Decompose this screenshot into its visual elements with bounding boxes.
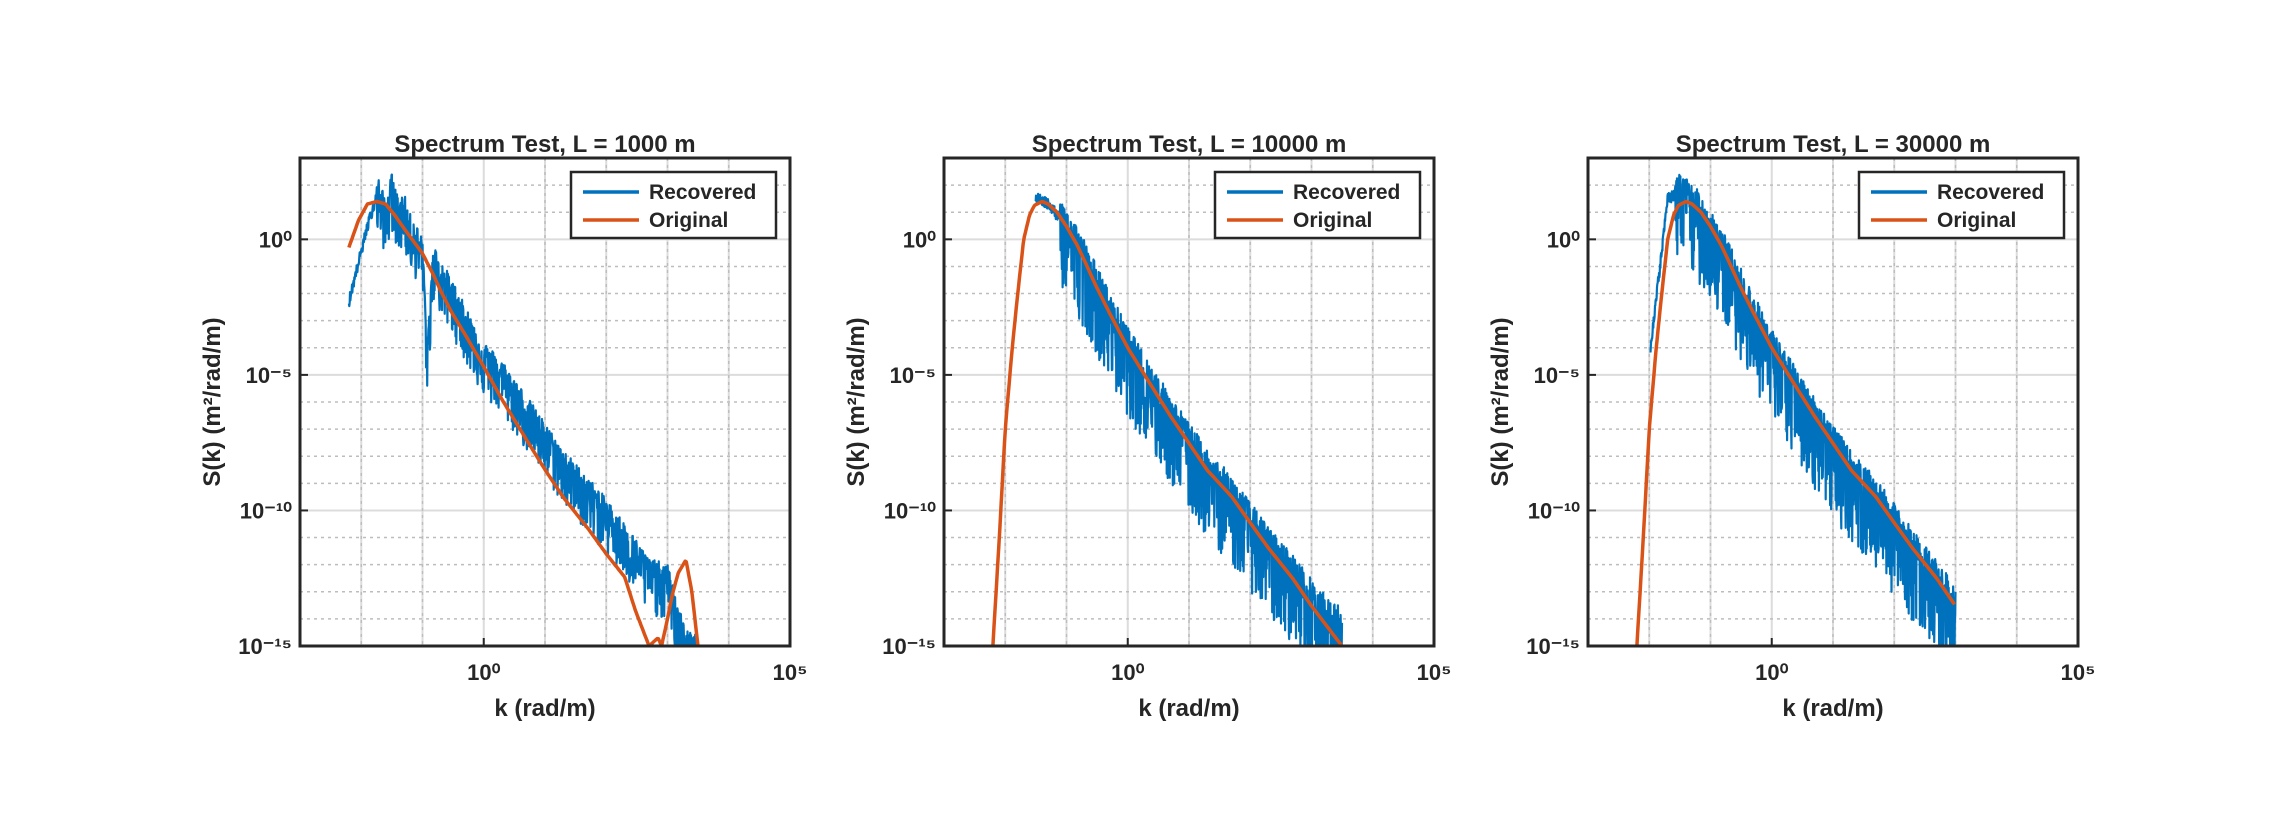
legend-label-original: Original — [1293, 209, 1372, 232]
y-tick-label: 10⁰ — [903, 227, 936, 252]
x-tick-label: 10⁵ — [2061, 660, 2096, 685]
chart-title: Spectrum Test, L = 1000 m — [394, 131, 695, 158]
x-tick-label: 10⁰ — [1755, 660, 1788, 685]
series-group — [991, 192, 1344, 646]
legend: Recovered Original — [1857, 170, 2066, 240]
chart-panel-2: 10⁰ 10⁵ 10⁻¹⁵ 10⁻¹⁰ 10⁻⁵ 10⁰ Spectrum Test, L … — [843, 131, 1451, 722]
x-tick-label: 10⁵ — [1417, 660, 1452, 685]
chart-title: Spectrum Test, L = 30000 m — [1676, 131, 1991, 158]
legend-label-original: Original — [1937, 209, 2016, 232]
x-tick-label: 10⁰ — [1111, 660, 1144, 685]
y-tick-label: 10⁻¹⁵ — [238, 634, 292, 659]
x-axis-label: k (rad/m) — [494, 695, 595, 722]
series-original-line — [1635, 199, 1956, 646]
legend-label-recovered: Recovered — [1293, 181, 1400, 204]
x-axis-label: k (rad/m) — [1138, 695, 1239, 722]
y-axis-label: S(k) (m²/rad/m) — [199, 317, 226, 486]
y-tick-label: 10⁻¹⁵ — [1526, 634, 1580, 659]
y-tick-label: 10⁰ — [259, 227, 292, 252]
chart-panel-1: 10⁰ 10⁵ 10⁻¹⁵ 10⁻¹⁰ 10⁻⁵ 10⁰ Spectrum Test, L … — [199, 131, 807, 722]
y-tick-label: 10⁻¹⁰ — [884, 498, 936, 523]
y-tick-label: 10⁻¹⁰ — [240, 498, 292, 523]
chart-panel-3: 10⁰ 10⁵ 10⁻¹⁵ 10⁻¹⁰ 10⁻⁵ 10⁰ Spectrum Test, L … — [1487, 131, 2095, 722]
y-tick-label: 10⁻⁵ — [1534, 363, 1580, 388]
x-tick-label: 10⁰ — [467, 660, 500, 685]
x-tick-label: 10⁵ — [773, 660, 808, 685]
y-tick-label: 10⁻¹⁵ — [882, 634, 936, 659]
series-recovered-line — [1649, 173, 1957, 646]
legend-label-original: Original — [649, 209, 728, 232]
legend: Recovered Original — [1213, 170, 1422, 240]
legend-label-recovered: Recovered — [1937, 181, 2044, 204]
y-tick-label: 10⁰ — [1547, 227, 1580, 252]
axes-box — [942, 156, 1436, 648]
chart-title: Spectrum Test, L = 10000 m — [1032, 131, 1347, 158]
y-axis-label: S(k) (m²/rad/m) — [843, 317, 870, 486]
x-axis-label: k (rad/m) — [1782, 695, 1883, 722]
legend-box — [1213, 170, 1422, 240]
series-original-line — [347, 199, 700, 646]
legend-box — [1857, 170, 2066, 240]
y-axis-label: S(k) (m²/rad/m) — [1487, 317, 1514, 486]
y-tick-label: 10⁻⁵ — [246, 363, 292, 388]
series-group — [347, 173, 700, 646]
legend-box — [569, 170, 778, 240]
series-group — [1635, 173, 1957, 646]
series-original-line — [991, 199, 1344, 646]
y-tick-label: 10⁻⁵ — [890, 363, 936, 388]
y-tick-label: 10⁻¹⁰ — [1528, 498, 1580, 523]
series-recovered-line — [347, 173, 699, 646]
legend: Recovered Original — [569, 170, 778, 240]
legend-label-recovered: Recovered — [649, 181, 756, 204]
axes-box — [1586, 156, 2080, 648]
axes-box — [298, 156, 792, 648]
